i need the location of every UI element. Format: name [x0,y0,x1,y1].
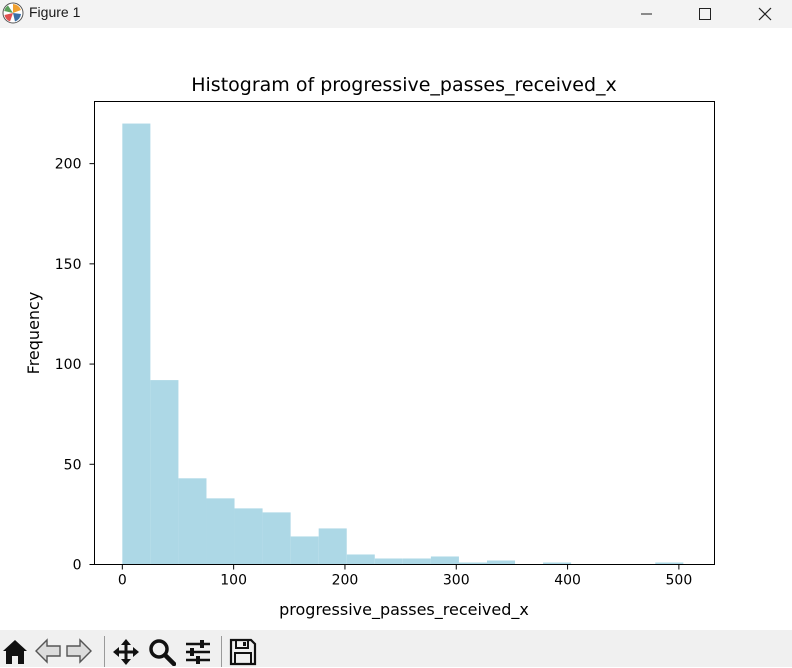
y-ticks: 0 50 100 150 200 [55,157,95,574]
axes-frame [94,101,715,565]
toolbar-separator [104,636,105,667]
histogram-bar [262,512,291,565]
histogram-bar [430,556,459,565]
minimize-button[interactable] [624,0,670,28]
histogram-bar [122,123,151,565]
maximize-button[interactable] [682,0,728,28]
configure-subplots-button[interactable] [183,638,213,668]
home-button[interactable] [0,638,30,668]
histogram-bar [206,498,235,565]
y-tick-label: 50 [64,457,82,473]
zoom-button[interactable] [147,638,177,668]
maximize-icon [699,8,711,20]
forward-icon [66,638,92,664]
close-icon [758,7,772,21]
histogram-bar [178,478,207,565]
back-icon [35,638,61,664]
matplotlib-logo-icon [2,2,24,24]
window-title: Figure 1 [29,4,81,20]
navigation-toolbar [0,630,792,667]
histogram-bar [458,562,487,565]
forward-button[interactable] [64,638,94,668]
configure-subplots-icon [186,640,210,664]
histogram-bar [346,554,375,565]
home-icon [3,640,27,664]
close-button[interactable] [742,0,788,28]
pan-icon [113,639,139,665]
bars-group [122,123,684,565]
histogram-bar [402,558,431,565]
x-tick-label: 200 [332,573,359,589]
y-tick-label: 100 [55,357,82,373]
minimize-icon [641,13,652,15]
y-tick-label: 200 [55,157,82,173]
y-tick-label: 0 [73,558,82,574]
histogram-bar [318,528,347,565]
y-axis-label: Frequency [24,292,43,375]
histogram-bar [290,536,319,565]
histogram-bar [374,558,403,565]
x-tick-label: 0 [118,573,127,589]
x-tick-label: 500 [666,573,693,589]
figure-canvas[interactable]: Histogram of progressive_passes_received… [0,28,792,630]
histogram-bar [234,508,263,565]
zoom-icon [149,639,176,666]
save-button[interactable] [228,638,258,668]
save-icon [229,638,257,666]
back-button[interactable] [33,638,63,668]
toolbar-separator [221,636,222,667]
histogram-bar [543,562,572,565]
x-axis-label: progressive_passes_received_x [279,600,529,620]
x-tick-label: 300 [443,573,470,589]
x-ticks: 0 100 200 300 400 500 [118,564,693,589]
histogram-bar [486,560,516,565]
histogram-chart: Histogram of progressive_passes_received… [24,74,715,620]
y-tick-label: 150 [55,257,82,273]
x-tick-label: 100 [220,573,247,589]
histogram-bar [655,562,684,565]
histogram-bar [150,380,179,565]
title-bar: Figure 1 [0,0,792,28]
chart-title: Histogram of progressive_passes_received… [191,74,617,96]
pan-button[interactable] [111,638,141,668]
x-tick-label: 400 [554,573,581,589]
